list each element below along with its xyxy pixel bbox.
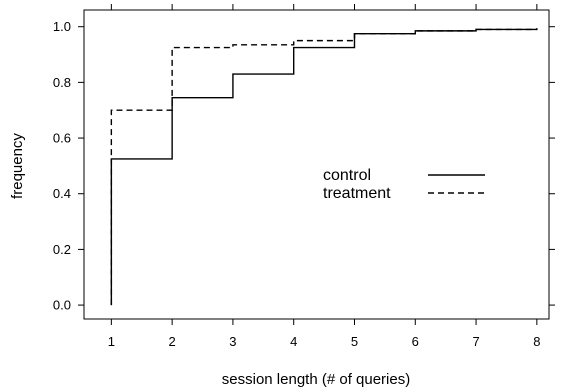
y-tick-label: 0.4	[53, 186, 71, 201]
plot-frame	[83, 9, 550, 320]
x-tick-label: 1	[108, 334, 115, 349]
series-lines	[110, 28, 538, 306]
y-axis-label: frequency	[9, 133, 26, 199]
legend-label-treatment: treatment	[323, 185, 391, 202]
x-tick-label: 5	[351, 334, 358, 349]
series-line-treatment	[110, 28, 538, 306]
series-line-control	[110, 28, 537, 306]
x-tick-label: 2	[169, 334, 176, 349]
y-tick-label: 1.0	[53, 19, 71, 34]
legend-label-control: control	[323, 167, 371, 184]
y-tick-label: 0.2	[53, 242, 71, 257]
x-tick-label: 6	[412, 334, 419, 349]
x-tick-label: 4	[290, 334, 297, 349]
y-tick-label: 0.8	[53, 75, 71, 90]
x-axis-label: session length (# of queries)	[222, 371, 410, 388]
y-tick-label: 0.0	[53, 298, 71, 313]
axis-ticks: 1 2 3 4 5 6 7 8 0.0 0.2 0.4 0.6 0.8 1.0	[53, 4, 555, 349]
x-tick-label: 3	[229, 334, 236, 349]
y-tick-label: 0.6	[53, 131, 71, 146]
x-tick-label: 8	[533, 334, 540, 349]
x-tick-label: 7	[472, 334, 479, 349]
